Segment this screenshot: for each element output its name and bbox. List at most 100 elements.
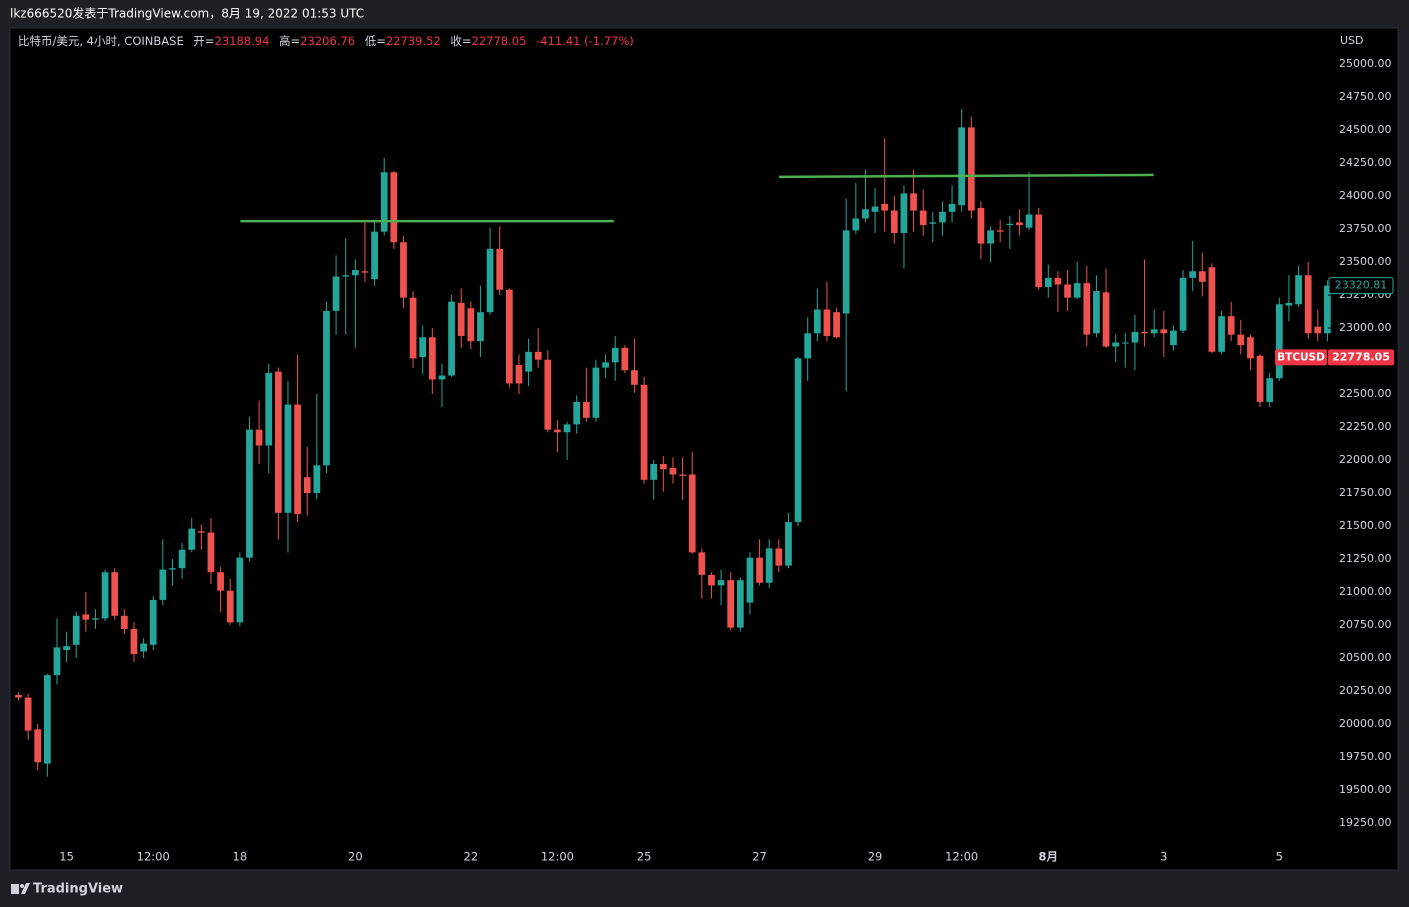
y-tick-label: 21000.00: [1339, 585, 1392, 598]
candle-body: [736, 580, 744, 628]
candle-body: [226, 590, 234, 623]
candle-body: [688, 474, 696, 553]
x-tick-label: 22: [464, 850, 479, 864]
candle-body: [313, 465, 321, 494]
candle-body: [900, 193, 908, 233]
ohlc-label: 开=: [193, 34, 214, 48]
candle-body: [592, 367, 600, 418]
candle-body: [852, 218, 860, 231]
candle-body: [1121, 342, 1129, 344]
symbol-tag-box: [1275, 349, 1327, 366]
candle-body: [1247, 337, 1254, 359]
ohlc-label: 高=: [279, 34, 300, 48]
candle-body: [390, 172, 398, 243]
x-tick-label: 12:00: [137, 850, 170, 864]
candle-body: [1035, 214, 1043, 288]
candle-body: [380, 172, 388, 232]
candle-body: [650, 463, 658, 480]
y-tick-label: 22500.00: [1339, 387, 1392, 400]
candle-body: [1054, 277, 1062, 285]
candle-body: [274, 371, 282, 513]
candle-body: [130, 628, 138, 655]
candle-body: [24, 697, 32, 731]
candle-body: [149, 599, 157, 645]
candle-body: [111, 572, 119, 616]
candle-body: [332, 276, 340, 311]
candle-body: [1025, 214, 1033, 228]
y-tick-label: 23000.00: [1339, 321, 1392, 334]
candle-body: [1227, 316, 1235, 335]
candle-body: [371, 231, 378, 280]
candle-body: [544, 359, 552, 430]
y-tick-label: 19750.00: [1339, 750, 1392, 763]
candle-body: [842, 230, 850, 314]
candle-body: [438, 375, 446, 380]
x-tick-label: 29: [868, 850, 883, 864]
candle-body: [1314, 326, 1322, 334]
y-tick-label: 21750.00: [1339, 486, 1392, 499]
candle-body: [197, 531, 205, 533]
candle-body: [1218, 316, 1225, 352]
candle-body: [813, 309, 821, 334]
candle-body: [919, 210, 927, 226]
candle-body: [419, 337, 427, 358]
candle-body: [967, 127, 975, 211]
candle-body: [467, 308, 475, 342]
y-axis-title: USD: [1340, 34, 1364, 47]
candle-body: [101, 572, 109, 619]
candle-body: [890, 210, 898, 233]
candle-body: [794, 358, 802, 523]
candle-body: [746, 557, 754, 603]
candle-body: [1304, 275, 1312, 334]
candle-body: [640, 384, 648, 480]
ohlc-value: 23206.76: [300, 34, 355, 48]
candle-body: [1266, 378, 1274, 402]
candle-body: [1093, 291, 1100, 334]
x-tick-label: 20: [348, 850, 363, 864]
candle-body: [351, 269, 359, 276]
symbol: 比特币/美元, 4小时, COINBASE: [18, 34, 184, 48]
candle-body: [958, 127, 966, 206]
y-tick-label: 22250.00: [1339, 420, 1392, 433]
candle-body: [631, 370, 638, 385]
candle-body: [265, 372, 273, 446]
candle-body: [611, 347, 619, 363]
candle-body: [303, 477, 311, 494]
legend-header: 比特币/美元, 4小时, COINBASE 开=23188.94 高=23206…: [18, 34, 634, 48]
ohlc-value: 23188.94: [215, 34, 270, 48]
x-tick-label: 27: [752, 850, 767, 864]
candle-body: [207, 532, 215, 573]
candle-body: [910, 193, 917, 211]
title-bar: lkz666520发表于TradingView.com，8月 19, 2022 …: [10, 6, 364, 21]
y-tick-label: 24500.00: [1339, 123, 1392, 136]
ohlc-label: 低=: [365, 34, 386, 48]
price-box: [1328, 349, 1394, 366]
candle-body: [1102, 292, 1110, 347]
candle-body: [698, 552, 706, 575]
candle-body: [34, 729, 42, 763]
candle-body: [948, 203, 956, 212]
candle-body: [284, 404, 292, 513]
candle-body: [1324, 285, 1331, 334]
candle-body: [987, 230, 994, 244]
candle-body: [428, 337, 436, 380]
y-tick-label: 21500.00: [1339, 519, 1392, 532]
plot: [15, 108, 1331, 777]
candle-body: [679, 474, 686, 476]
candle-body: [833, 312, 840, 338]
candle-body: [1256, 355, 1264, 402]
y-tick-label: 23750.00: [1339, 222, 1392, 235]
x-tick-label: 25: [637, 850, 652, 864]
candle-body: [1285, 302, 1293, 306]
candle-body: [621, 347, 629, 371]
candle-body: [881, 203, 889, 211]
y-tick-label: 19500.00: [1339, 783, 1392, 796]
candle-body: [159, 569, 167, 600]
candle-body: [785, 522, 792, 566]
y-tick-label: 21250.00: [1339, 552, 1392, 565]
y-tick-label: 23500.00: [1339, 255, 1392, 268]
candle-body: [1141, 331, 1148, 334]
candle-body: [505, 289, 513, 384]
